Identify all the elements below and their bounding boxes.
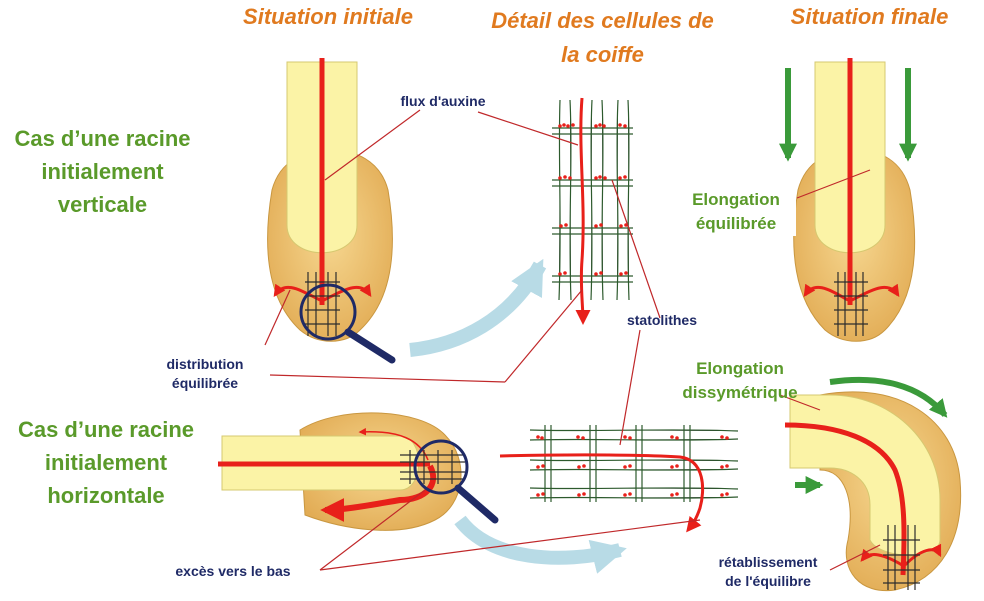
case-vertical-root-title: Cas d’une racine initialement verticale <box>0 122 205 221</box>
label-asymmetric-elongation-line1: Elongation <box>696 359 784 378</box>
horizontal-root-final <box>784 376 962 592</box>
label-balanced-elongation: Elongation équilibrée <box>676 188 796 236</box>
header-cell-detail-line2: la coiffe <box>561 42 644 67</box>
label-restoration-line2: de l'équilibre <box>725 573 811 589</box>
label-balanced-distribution-line2: équilibrée <box>171 375 239 391</box>
horizontal-final-cap-cells <box>883 525 920 590</box>
label-auxin-flow: flux d'auxine <box>400 93 486 109</box>
leader-lines <box>264 109 881 571</box>
label-asymmetric-elongation-line2: dissymétrique <box>682 383 798 402</box>
label-excess-down: excès vers le bas <box>175 563 291 579</box>
magnifier-handle-horizontal <box>454 484 499 524</box>
vertical-final-cap-cells <box>834 272 868 336</box>
label-restoration: rétablissement de l'équilibre <box>698 553 838 591</box>
zoom-arrow-vertical <box>409 258 547 357</box>
magnifier-handle <box>344 328 396 364</box>
zoom-arrow-horizontal <box>454 515 627 574</box>
case-horizontal-line1: Cas d’une racine <box>17 417 195 442</box>
label-balanced-distribution: distribution équilibrée <box>140 355 270 393</box>
statoliths-horizontal <box>536 435 729 497</box>
label-statoliths: statolithes <box>626 312 697 328</box>
cell-detail-horizontal <box>499 425 739 533</box>
label-balanced-elongation-line2: équilibrée <box>695 214 777 233</box>
label-balanced-elongation-line1: Elongation <box>692 190 780 209</box>
header-cell-detail-line1: Détail des cellules de <box>491 8 714 33</box>
label-asymmetric-elongation: Elongation dissymétrique <box>675 357 805 405</box>
statoliths-vertical <box>558 123 628 276</box>
header-cell-detail: Détail des cellules de la coiffe <box>460 4 745 72</box>
case-vertical-line2: initialement <box>41 159 164 184</box>
cell-detail-vertical <box>552 97 633 325</box>
case-horizontal-line3: horizontale <box>47 483 165 508</box>
vertical-initial-cap-cells <box>305 272 340 336</box>
label-restoration-line1: rétablissement <box>718 554 818 570</box>
vertical-root-initial <box>267 58 396 364</box>
case-vertical-line3: verticale <box>57 192 148 217</box>
case-vertical-line1: Cas d’une racine <box>14 126 191 151</box>
outer-growth-arrow <box>829 376 948 418</box>
magnifier-lens <box>299 283 357 341</box>
label-balanced-distribution-line1: distribution <box>166 356 244 372</box>
vertical-root-final <box>779 58 917 342</box>
horizontal-initial-cap-cells <box>400 450 465 484</box>
header-final-situation: Situation finale <box>790 4 949 29</box>
case-horizontal-line2: initialement <box>44 450 168 475</box>
magnifier-lens-horizontal <box>413 439 469 495</box>
horizontal-root-initial <box>218 412 499 531</box>
case-horizontal-root-title: Cas d’une racine initialement horizontal… <box>0 413 212 512</box>
header-initial-situation: Situation initiale <box>243 4 413 29</box>
